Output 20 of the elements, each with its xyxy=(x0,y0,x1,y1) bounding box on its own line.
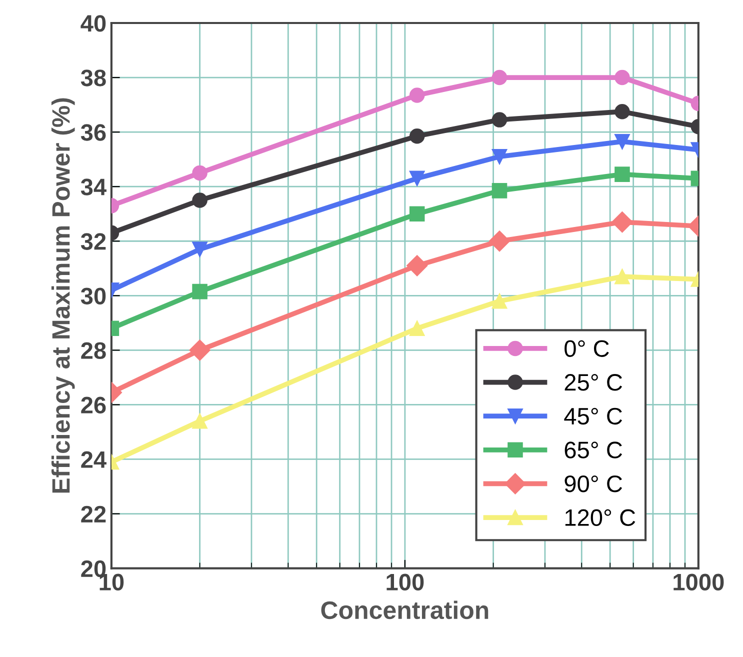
x-axis-title: Concentration xyxy=(321,600,488,620)
y-tick-label: 34 xyxy=(80,178,106,196)
x-tick-label: 100 xyxy=(386,574,424,591)
y-tick-label: 30 xyxy=(80,288,106,304)
y-tick-label: 40 xyxy=(80,15,106,32)
legend-label: 90° C xyxy=(564,475,622,492)
y-tick-label: 24 xyxy=(81,451,106,468)
legend-label: 25° C xyxy=(564,374,622,391)
y-tick-label: 22 xyxy=(81,506,106,522)
y-tick-label: 26 xyxy=(81,396,106,414)
legend-label: 45° C xyxy=(564,408,622,425)
y-tick-label: 38 xyxy=(80,70,106,86)
y-tick-label: 32 xyxy=(80,233,106,250)
y-tick-label: 28 xyxy=(81,342,106,359)
x-tick-label: 1000 xyxy=(674,574,724,591)
legend-label: 120° C xyxy=(565,509,636,526)
y-axis-title: Efficiency at Maximum Power (%) xyxy=(51,98,75,493)
legend-label: 0° C xyxy=(564,340,609,357)
legend-label: 65° C xyxy=(564,442,622,458)
y-tick-label: 36 xyxy=(80,124,106,141)
